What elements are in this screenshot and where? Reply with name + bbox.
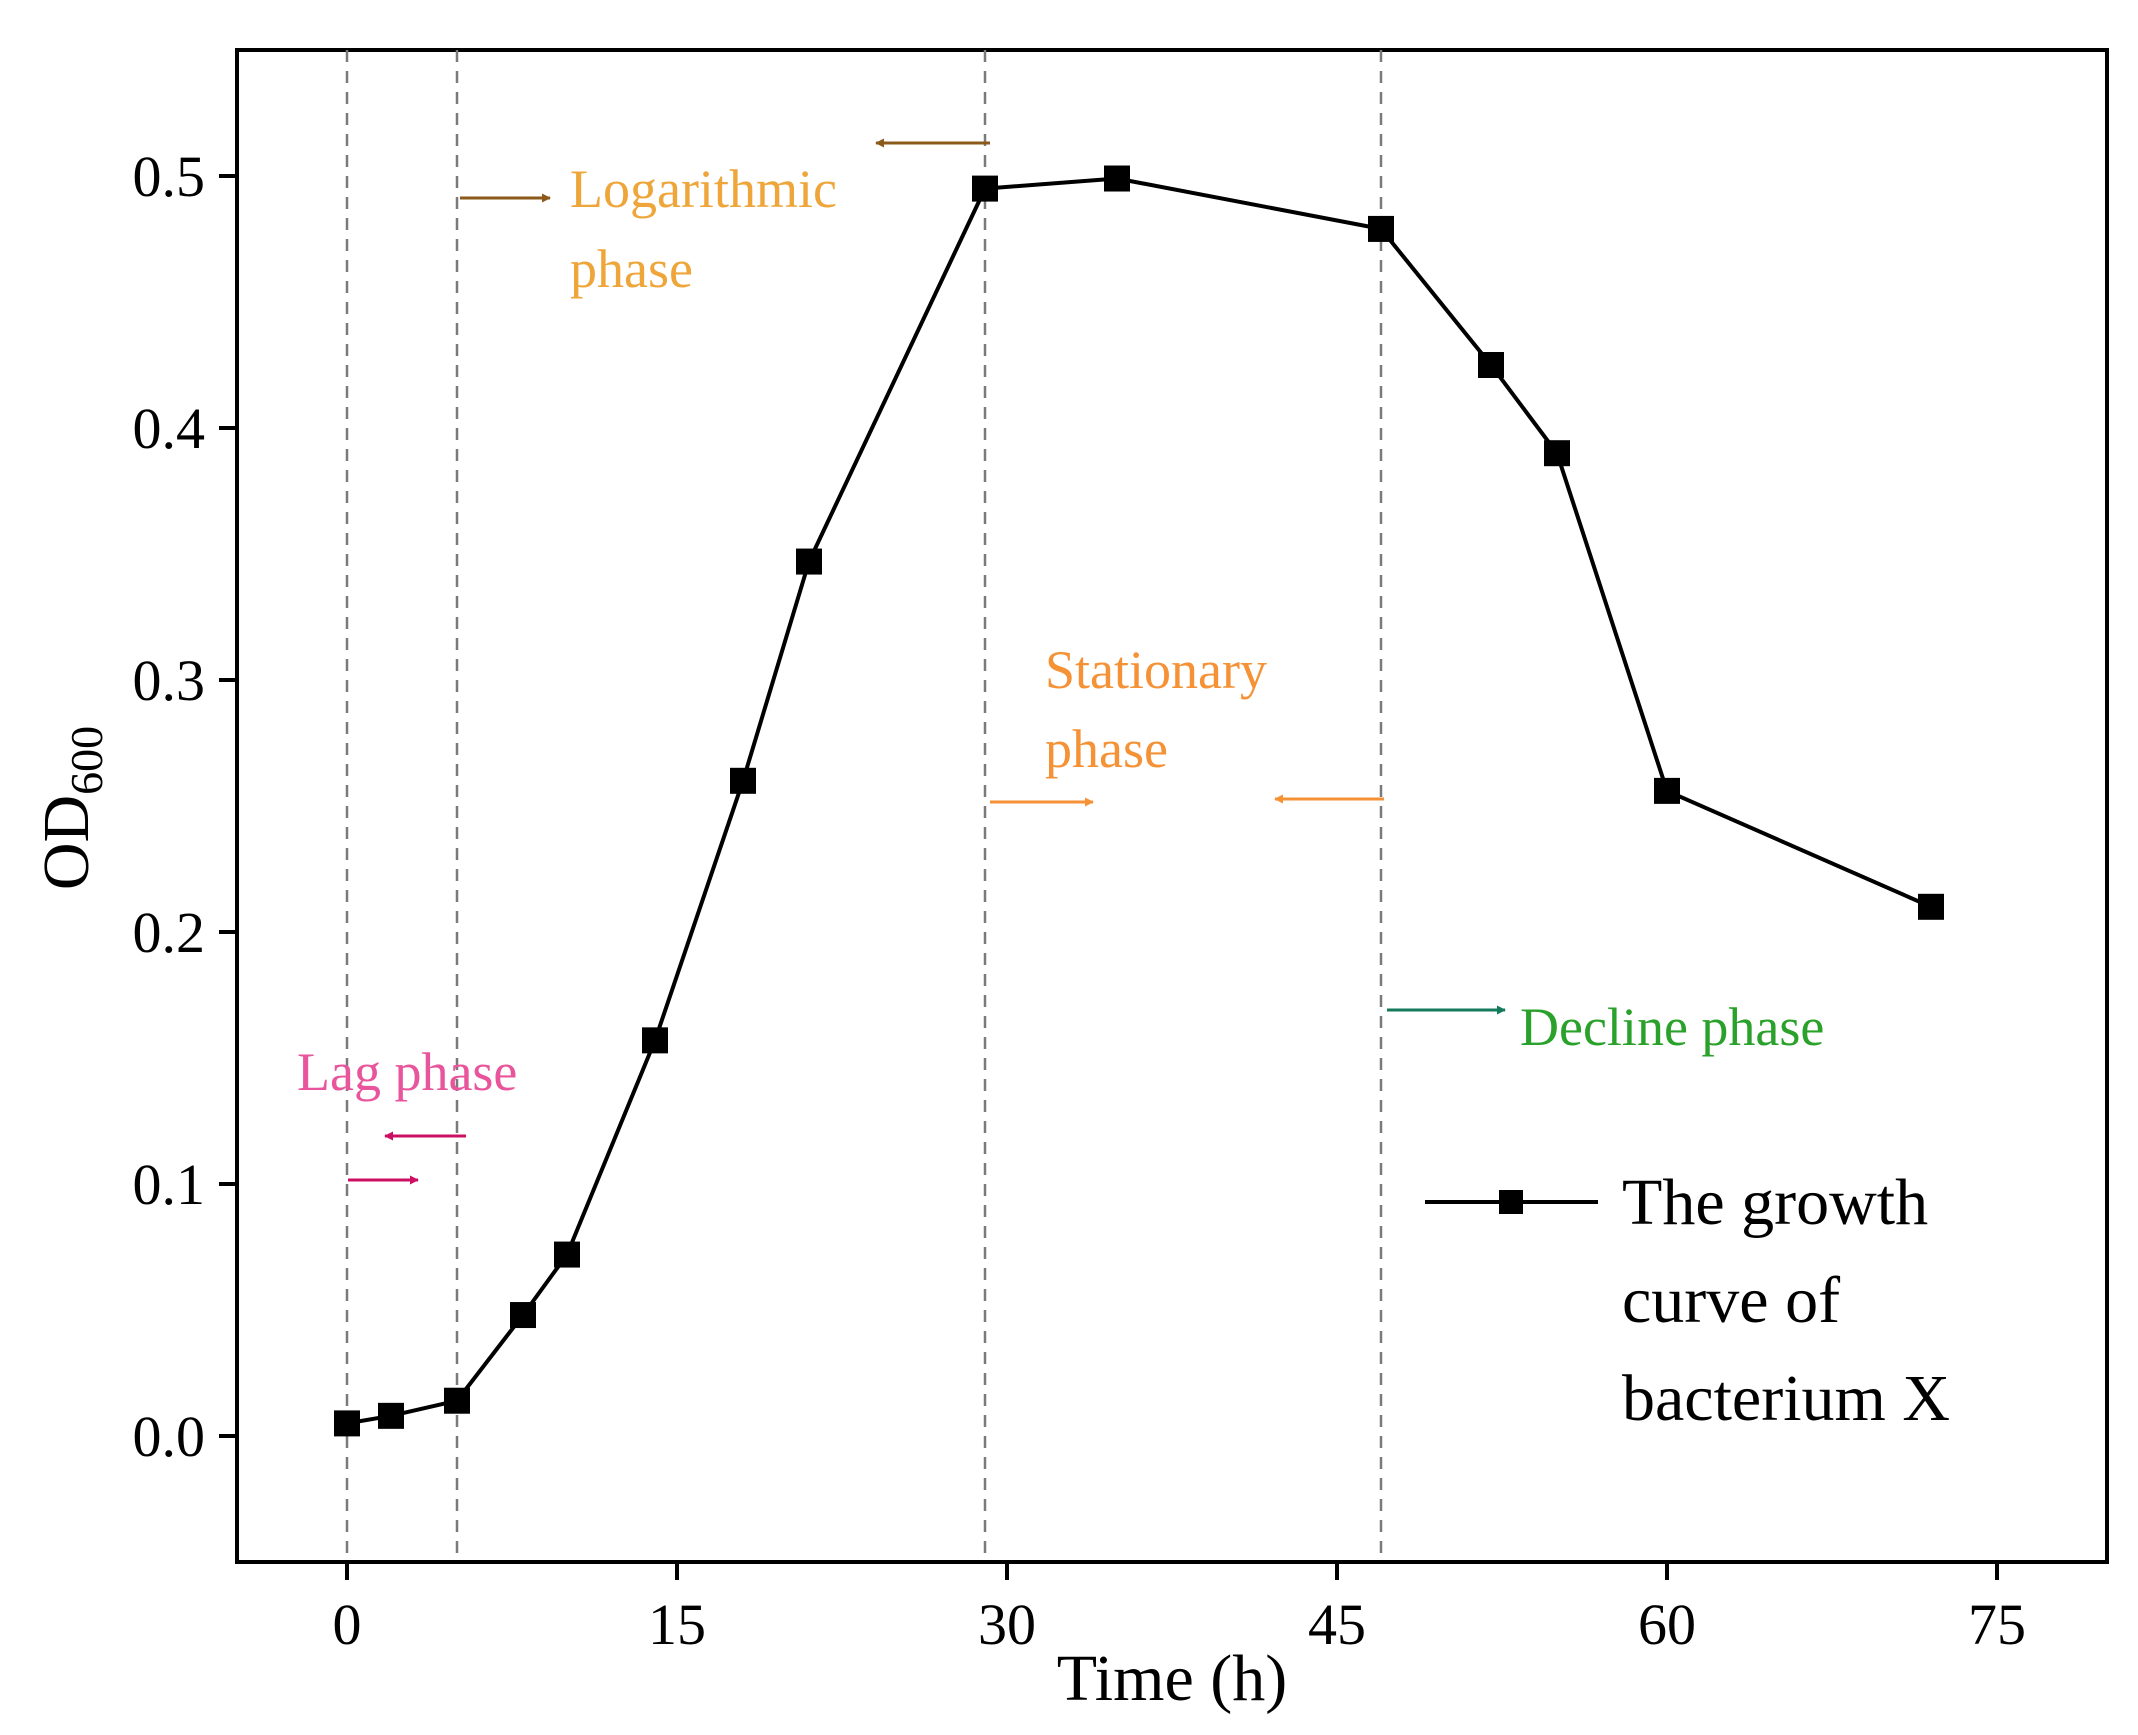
legend-label-line2: curve of xyxy=(1622,1264,1840,1337)
logarithmic-phase-label-line1: Logarithmic xyxy=(570,159,837,219)
x-tick-label: 15 xyxy=(648,1592,706,1657)
y-axis-title-subscript: 600 xyxy=(61,726,112,795)
y-tick-label: 0.3 xyxy=(133,648,206,713)
data-point xyxy=(444,1387,470,1414)
legend-label-line3: bacterium X xyxy=(1622,1362,1950,1435)
y-tick-label: 0.1 xyxy=(133,1152,206,1217)
data-series xyxy=(334,165,1944,1437)
annotation-stationary-phase: Stationary phase xyxy=(990,640,1384,807)
x-axis-ticks: 0 15 30 45 60 75 xyxy=(333,1562,2026,1657)
y-tick-label: 0.2 xyxy=(133,900,206,965)
x-tick-label: 45 xyxy=(1308,1592,1366,1657)
annotation-lag-phase: Lag phase xyxy=(297,1042,517,1185)
data-point xyxy=(972,175,998,202)
logarithmic-phase-label-line2: phase xyxy=(570,239,693,299)
x-tick-label: 75 xyxy=(1968,1592,2026,1657)
legend-label-line1: The growth xyxy=(1622,1166,1928,1239)
y-axis-title: OD600 xyxy=(30,726,112,890)
y-axis-ticks: 0.0 0.1 0.2 0.3 0.4 0.5 xyxy=(133,144,237,1469)
y-tick-label: 0.4 xyxy=(133,396,206,461)
data-point xyxy=(1544,440,1570,467)
data-point xyxy=(1654,777,1680,804)
data-point xyxy=(510,1302,536,1329)
data-point xyxy=(378,1402,404,1429)
stationary-phase-label-line1: Stationary xyxy=(1045,640,1267,700)
data-point xyxy=(1478,352,1504,378)
x-tick-label: 30 xyxy=(978,1592,1036,1657)
x-tick-label: 60 xyxy=(1638,1592,1696,1657)
data-point xyxy=(730,767,756,794)
phase-boundary-lines xyxy=(345,50,1383,1562)
x-axis-title: Time (h) xyxy=(1057,1642,1287,1715)
annotation-decline-phase: Decline phase xyxy=(1387,997,1824,1057)
annotation-logarithmic-phase: Logarithmic phase xyxy=(460,138,990,299)
data-point xyxy=(1368,215,1394,242)
y-tick-label: 0.0 xyxy=(133,1404,206,1469)
data-point xyxy=(796,548,822,575)
y-tick-label: 0.5 xyxy=(133,144,206,209)
decline-phase-label: Decline phase xyxy=(1520,997,1824,1057)
plot-frame xyxy=(235,48,2109,1564)
data-point xyxy=(334,1410,360,1437)
data-point xyxy=(642,1027,668,1054)
x-tick-label: 0 xyxy=(333,1592,362,1657)
data-point xyxy=(554,1241,580,1268)
stationary-phase-label-line2: phase xyxy=(1045,719,1168,779)
data-point xyxy=(1104,165,1130,192)
y-axis-title-main: OD xyxy=(30,795,103,890)
legend: The growth curve of bacterium X xyxy=(1425,1166,1950,1435)
data-point xyxy=(1918,893,1944,920)
legend-marker-sample xyxy=(1499,1190,1523,1214)
lag-phase-label: Lag phase xyxy=(297,1042,517,1102)
